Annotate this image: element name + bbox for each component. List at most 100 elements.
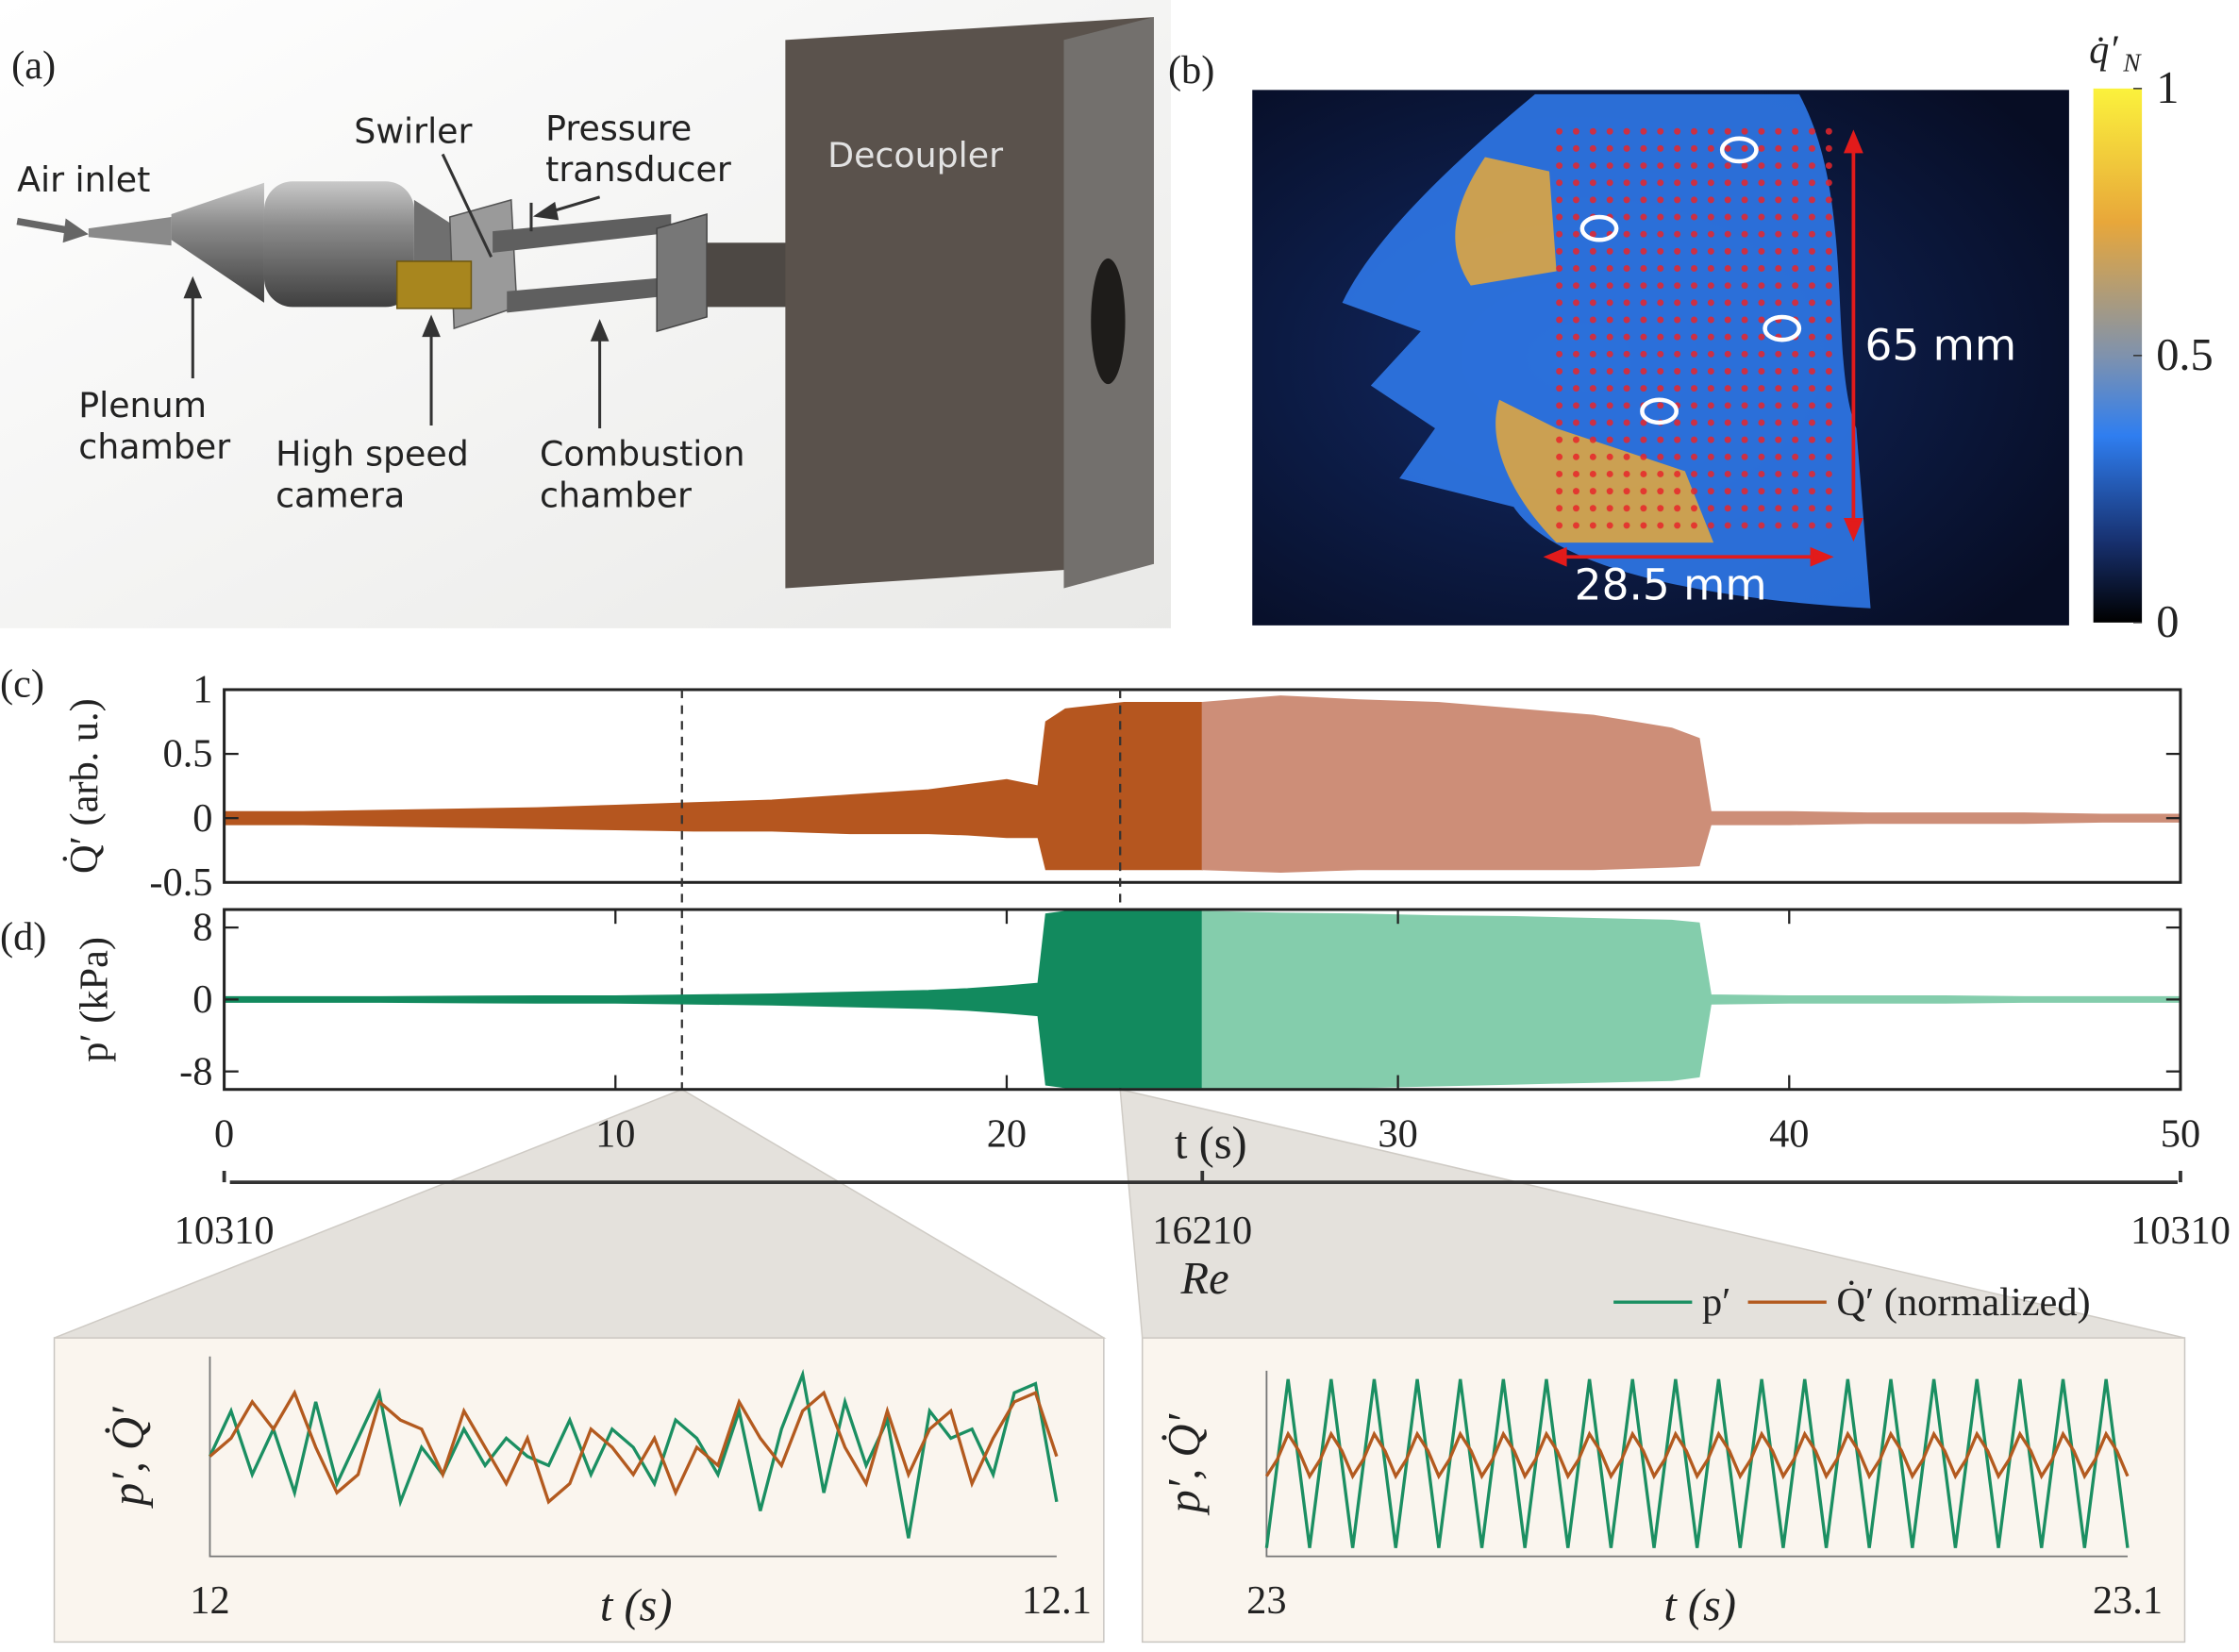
- grid-dot: [1775, 144, 1782, 152]
- grid-dot: [1640, 505, 1647, 512]
- grid-dot: [1825, 299, 1832, 307]
- grid-dot: [1674, 282, 1681, 290]
- grid-dot: [1707, 144, 1714, 152]
- grid-dot: [1623, 247, 1630, 255]
- grid-dot: [1758, 196, 1765, 204]
- y-axis-label: p′, Q̇′: [103, 1406, 153, 1509]
- grid-dot: [1606, 127, 1613, 135]
- grid-dot: [1724, 282, 1731, 290]
- signal-line: [208, 1368, 1059, 1539]
- grid-dot: [1741, 505, 1748, 512]
- grid-dot: [1606, 144, 1613, 152]
- camera-body: [395, 260, 473, 309]
- grid-dot: [1707, 470, 1714, 477]
- grid-dot: [1707, 162, 1714, 170]
- grid-dot: [1724, 522, 1731, 529]
- grid-dot: [1775, 162, 1782, 170]
- grid-dot: [1809, 488, 1815, 495]
- grid-dot: [1792, 488, 1799, 495]
- arrowhead: [1843, 517, 1863, 542]
- grid-dot: [1775, 127, 1782, 135]
- grid-dot: [1758, 213, 1765, 221]
- grid-dot: [1589, 522, 1596, 529]
- y-tick-label: 1: [192, 668, 212, 712]
- grid-dot: [1792, 144, 1799, 152]
- grid-dot: [1825, 350, 1832, 358]
- grid-dot: [1606, 282, 1613, 290]
- grid-dot: [1640, 127, 1647, 135]
- grid-dot: [1691, 522, 1697, 529]
- grid-dot: [1589, 144, 1596, 152]
- grid-dot: [1640, 316, 1647, 324]
- grid-dot: [1792, 419, 1799, 426]
- grid-dot: [1809, 299, 1815, 307]
- grid-dot: [1640, 230, 1647, 238]
- grid-dot: [1707, 453, 1714, 460]
- grid-dot: [1623, 162, 1630, 170]
- panel-label: (c): [0, 662, 44, 707]
- probe-ring: [1579, 214, 1619, 242]
- grid-dot: [1657, 436, 1664, 443]
- grid-dot: [1589, 230, 1596, 238]
- grid-dot: [1640, 282, 1647, 290]
- grid-dot: [1825, 213, 1832, 221]
- grid-dot: [1792, 247, 1799, 255]
- grid-dot: [1741, 419, 1748, 426]
- grid-dot: [1556, 419, 1563, 426]
- grid-dot: [1674, 299, 1681, 307]
- grid-dot: [1674, 505, 1681, 512]
- grid-dot: [1809, 196, 1815, 204]
- grid-dot: [1724, 162, 1731, 170]
- grid-dot: [1640, 350, 1647, 358]
- grid-dot: [1657, 368, 1664, 375]
- grid-dot: [1573, 505, 1579, 512]
- grid-dot: [1573, 350, 1579, 358]
- grid-dot: [1674, 350, 1681, 358]
- probe-ring: [1640, 397, 1679, 426]
- y-tick-label: 0: [192, 796, 212, 841]
- grid-dot: [1809, 127, 1815, 135]
- pointer-head: [422, 314, 441, 338]
- panel-label: (d): [0, 914, 46, 959]
- grid-dot: [1809, 470, 1815, 477]
- zoom-wedge: [1119, 1088, 2185, 1339]
- grid-dot: [1691, 127, 1697, 135]
- apparatus-label: Plenum: [78, 385, 207, 426]
- grid-dot: [1707, 316, 1714, 324]
- grid-dot: [1758, 402, 1765, 409]
- grid-dot: [1657, 350, 1664, 358]
- grid-dot: [1606, 333, 1613, 341]
- apparatus-label: camera: [276, 475, 405, 515]
- grid-dot: [1825, 127, 1832, 135]
- grid-dot: [1825, 162, 1832, 170]
- grid-dot: [1792, 368, 1799, 375]
- grid-dot: [1623, 196, 1630, 204]
- grid-dot: [1758, 470, 1765, 477]
- grid-dot: [1809, 213, 1815, 221]
- signal-band: [223, 701, 1203, 871]
- grid-dot: [1809, 419, 1815, 426]
- grid-dot: [1606, 385, 1613, 392]
- arrowhead: [1543, 546, 1567, 567]
- panel-label: (b): [1168, 48, 1214, 92]
- grid-dot: [1623, 316, 1630, 324]
- x-tick-label: 23.1: [2093, 1578, 2163, 1623]
- grid-dot: [1809, 522, 1815, 529]
- grid-dot: [1809, 144, 1815, 152]
- grid-dot: [1623, 179, 1630, 187]
- grid-dot: [1775, 453, 1782, 460]
- grid-dot: [1589, 127, 1596, 135]
- grid-dot: [1775, 350, 1782, 358]
- apparatus-label: Decoupler: [827, 135, 1003, 175]
- grid-dot: [1775, 419, 1782, 426]
- grid-dot: [1825, 368, 1832, 375]
- grid-dot: [1556, 350, 1563, 358]
- grid-dot: [1792, 196, 1799, 204]
- colorbar-symbol: q̇′: [2089, 28, 2118, 73]
- grid-dot: [1809, 265, 1815, 273]
- grid-dot: [1741, 453, 1748, 460]
- grid-dot: [1606, 505, 1613, 512]
- grid-dot: [1606, 350, 1613, 358]
- grid-dot: [1674, 230, 1681, 238]
- grid-dot: [1589, 316, 1596, 324]
